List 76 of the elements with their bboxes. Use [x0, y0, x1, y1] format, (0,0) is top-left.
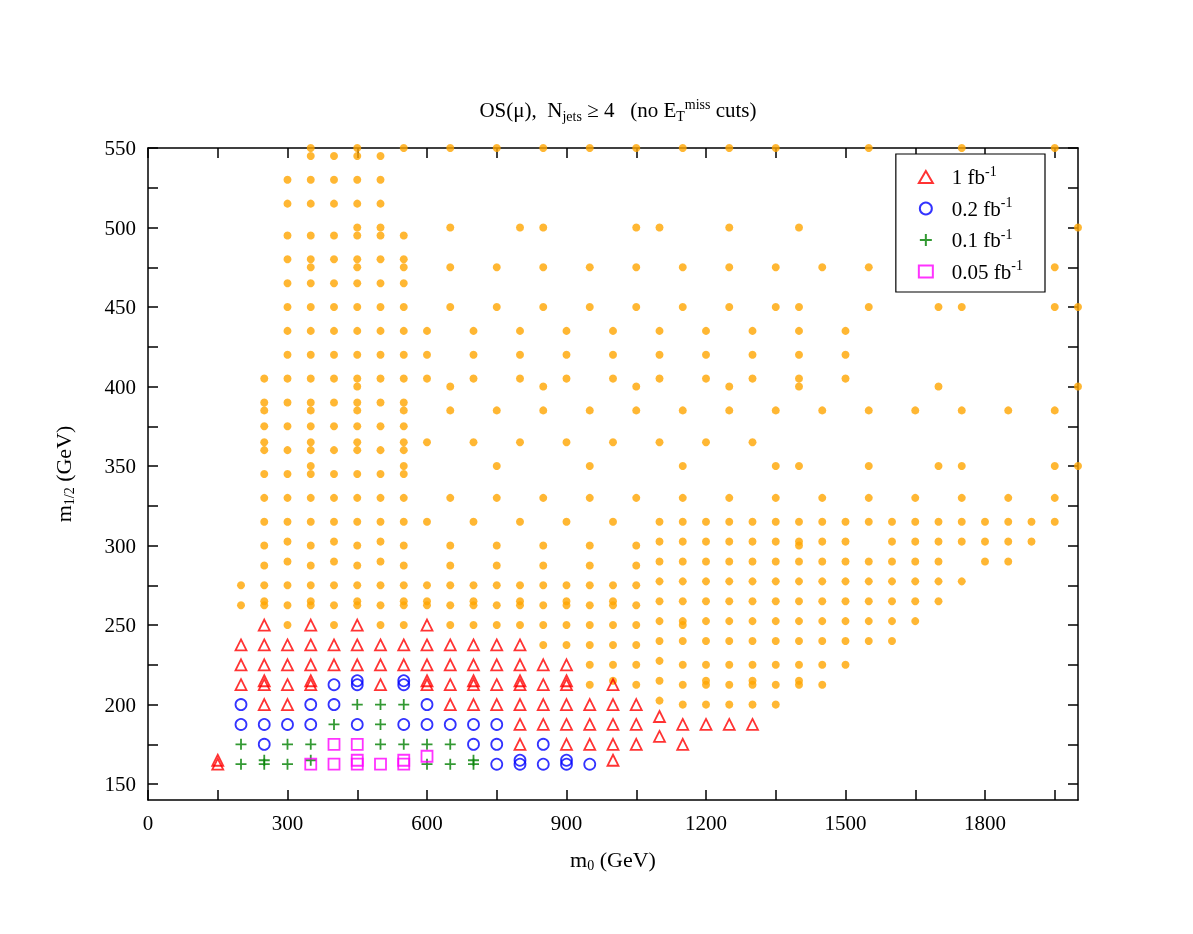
point — [257, 737, 271, 751]
point — [560, 757, 573, 771]
point — [513, 757, 527, 771]
point — [327, 678, 341, 692]
point — [281, 757, 294, 771]
point — [490, 718, 504, 731]
x-tick-label: 1800 — [964, 810, 1006, 835]
point — [397, 753, 411, 767]
point — [397, 737, 411, 751]
point — [467, 737, 480, 751]
y-tick-label: 200 — [104, 692, 136, 717]
x-tick-label: 300 — [271, 810, 304, 835]
x-tick-label: 1500 — [824, 810, 867, 835]
point — [281, 718, 294, 731]
y-tick-label: 150 — [104, 772, 136, 797]
y-tick-label: 350 — [104, 454, 136, 479]
point — [374, 698, 387, 711]
point — [257, 757, 271, 771]
point — [536, 737, 550, 751]
y-tick-label: 250 — [104, 613, 136, 638]
point — [560, 753, 573, 767]
x-tick-label: 1200 — [685, 810, 727, 835]
point — [234, 737, 248, 751]
point — [397, 698, 411, 711]
point — [327, 698, 341, 711]
y-axis-title: m1/2 (GeV) — [50, 425, 77, 523]
point — [327, 718, 341, 731]
point — [327, 757, 341, 771]
y-tick-label: 300 — [104, 533, 136, 558]
point — [281, 737, 294, 751]
point — [420, 757, 434, 771]
point — [374, 718, 387, 731]
point — [397, 678, 411, 692]
point — [350, 718, 364, 731]
x-tick-label: 0 — [142, 810, 154, 835]
point — [350, 678, 364, 692]
point — [513, 753, 527, 767]
point — [257, 718, 271, 731]
point — [397, 757, 411, 771]
point — [420, 718, 434, 731]
point — [350, 753, 364, 767]
point — [304, 698, 318, 711]
point — [350, 698, 364, 711]
point — [490, 757, 504, 771]
y-tick-label: 450 — [104, 295, 136, 320]
point — [420, 737, 434, 751]
x-tick-label: 900 — [550, 810, 583, 835]
point — [467, 757, 480, 771]
y-tick-label: 500 — [104, 215, 136, 240]
point — [443, 718, 457, 731]
point — [350, 737, 364, 751]
point — [374, 737, 387, 751]
point — [304, 737, 318, 751]
point — [234, 698, 248, 711]
x-tick-label: 600 — [411, 810, 443, 835]
point — [397, 718, 411, 731]
point — [467, 718, 480, 731]
point — [443, 737, 457, 751]
point — [490, 737, 504, 751]
point — [304, 753, 318, 767]
point — [234, 757, 248, 771]
point — [304, 757, 318, 771]
point — [350, 757, 364, 771]
point — [397, 674, 411, 688]
y-tick-label: 400 — [104, 374, 136, 399]
point — [583, 757, 597, 771]
point — [420, 749, 434, 763]
point — [536, 757, 550, 771]
point — [420, 698, 434, 711]
point — [443, 757, 457, 771]
point — [327, 737, 341, 751]
point — [234, 718, 248, 731]
point — [374, 757, 387, 771]
point — [350, 674, 364, 688]
y-tick-label: 550 — [104, 136, 136, 160]
point — [304, 718, 318, 731]
